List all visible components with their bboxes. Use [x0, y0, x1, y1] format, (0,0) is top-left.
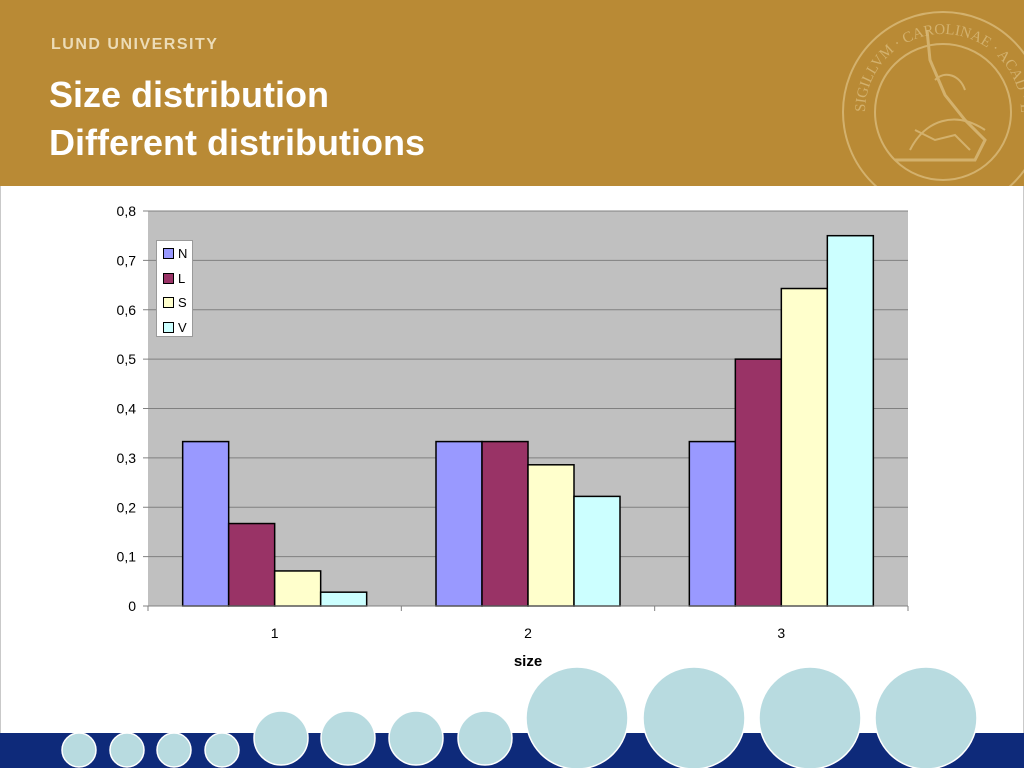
bubble-decoration [204, 732, 240, 768]
slide-title: Size distribution [49, 74, 330, 115]
y-tick-label: 0,7 [117, 252, 137, 268]
bar-S-1 [273, 570, 322, 607]
y-tick-label: 0,1 [117, 549, 137, 565]
x-tick-label: 2 [524, 625, 532, 641]
legend-item-S: S [163, 296, 187, 310]
y-tick-label: 0,3 [117, 450, 137, 466]
bar-S-3 [780, 287, 829, 607]
bubble-decoration [525, 666, 629, 768]
x-tick-label: 3 [777, 625, 785, 641]
x-tick-labels: 1 2 3 [271, 625, 786, 641]
y-tick-label: 0,5 [117, 351, 137, 367]
legend-item-L: L [163, 270, 186, 286]
legend-item-N: N [163, 247, 187, 261]
legend-label: V [178, 319, 187, 335]
bubble-decoration [109, 732, 145, 768]
axes [147, 605, 909, 611]
university-name: LUND UNIVERSITY [51, 36, 219, 53]
bubble-decoration [156, 732, 192, 768]
bubble-decoration [388, 710, 444, 766]
bar-V-3 [826, 234, 875, 607]
bubble-decoration [457, 710, 513, 766]
bubble-decoration [320, 710, 376, 766]
bubble-decoration [874, 666, 978, 768]
legend-swatch [163, 272, 174, 284]
y-tick-labels: 0 0,1 0,2 0,3 0,4 0,5 0,6 0,7 0,8 [117, 203, 137, 614]
y-tick-label: 0,4 [117, 401, 137, 417]
legend-swatch [163, 248, 174, 260]
x-tick-label: 1 [271, 625, 279, 641]
legend-swatch [163, 321, 174, 333]
bubble-decoration [61, 732, 97, 768]
legend-label: N [178, 246, 188, 261]
bars [181, 234, 875, 607]
legend-swatch [163, 297, 174, 309]
bar-S-2 [527, 464, 575, 607]
y-tick-label: 0,8 [117, 203, 137, 219]
x-axis-label: size [514, 653, 542, 670]
bar-L-3 [734, 358, 783, 607]
legend-label: S [178, 295, 187, 310]
bar-N-3 [688, 440, 737, 607]
slide-subtitle: Different distributions [49, 122, 425, 163]
y-tick-label: 0,2 [117, 499, 137, 515]
bar-V-2 [573, 495, 621, 607]
bar-N-2 [435, 440, 483, 607]
bubble-decoration [642, 666, 746, 768]
bar-L-1 [227, 522, 276, 607]
legend-label: L [178, 270, 186, 286]
legend-item-V: V [163, 319, 187, 335]
slide-header: LUND UNIVERSITY Size distribution Differ… [0, 0, 1024, 186]
y-tick-label: 0 [128, 598, 136, 614]
bubble-decoration [758, 666, 862, 768]
university-seal-logo: SIGILLVM · CAROLINAE · ACAD · LVND [835, 0, 1024, 186]
bubble-decoration [253, 710, 309, 766]
y-tick-label: 0,6 [117, 302, 137, 318]
